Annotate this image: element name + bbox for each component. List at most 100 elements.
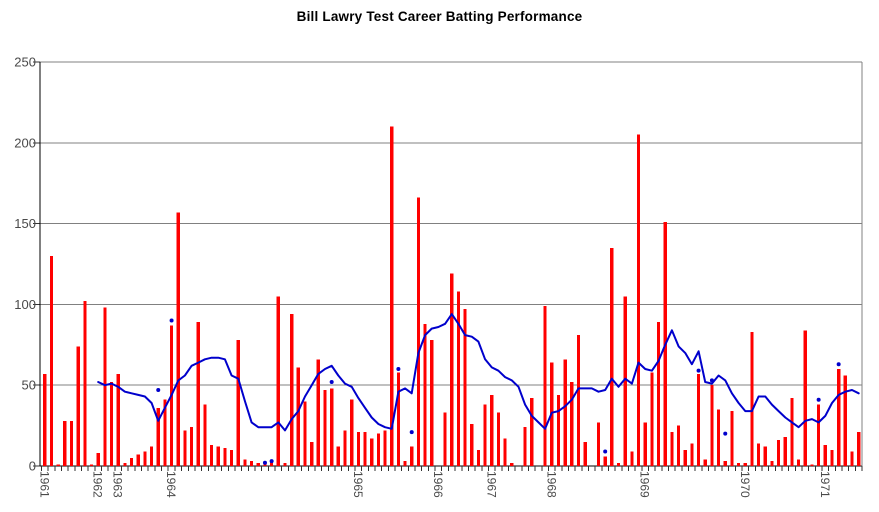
innings-bar: [123, 462, 127, 466]
innings-bar: [576, 335, 581, 466]
innings-bar: [96, 453, 100, 466]
innings-bar: [216, 446, 220, 466]
innings-bar: [176, 212, 180, 466]
innings-bar: [610, 247, 614, 466]
innings-bar: [763, 446, 767, 466]
innings-bar: [683, 449, 687, 466]
innings-bar: [183, 430, 187, 466]
innings-bar: [777, 440, 781, 466]
innings-bar: [616, 462, 621, 466]
innings-bar: [837, 369, 841, 466]
innings-bar: [783, 436, 787, 466]
innings-bar: [736, 462, 741, 466]
innings-bar: [310, 441, 314, 466]
innings-bar: [696, 373, 701, 466]
innings-bar: [143, 451, 147, 466]
not-out-dot: [696, 368, 701, 373]
innings-bar: [230, 449, 234, 466]
x-axis-year-label: 1963: [111, 471, 125, 498]
innings-bar: [223, 448, 227, 466]
innings-bar: [129, 457, 134, 466]
innings-bar: [396, 372, 400, 466]
not-out-dot: [816, 397, 821, 402]
innings-bar: [470, 423, 474, 466]
not-out-dot: [723, 431, 728, 436]
innings-bar: [716, 409, 721, 466]
x-axis-ticks: [41, 466, 863, 471]
innings-bar: [643, 422, 647, 466]
innings-bar: [636, 134, 641, 466]
not-out-dot: [836, 362, 841, 367]
innings-bar: [430, 339, 434, 466]
innings-bar: [49, 255, 54, 466]
innings-bar: [817, 404, 821, 466]
innings-bar: [483, 404, 487, 466]
x-axis-year-label: 1969: [638, 471, 652, 498]
innings-bar: [156, 407, 160, 466]
innings-bar: [336, 446, 340, 466]
innings-bar: [103, 307, 107, 466]
innings-bar: [670, 432, 674, 466]
innings-bar: [656, 322, 661, 466]
y-axis-label: 200: [14, 135, 36, 150]
innings-bar: [797, 459, 801, 466]
innings-bar: [623, 296, 627, 466]
innings-bar: [690, 443, 694, 466]
innings-bar: [210, 444, 214, 466]
innings-bar: [490, 394, 494, 466]
innings-bar: [703, 459, 707, 466]
innings-bar: [710, 385, 714, 466]
not-out-dot: [709, 378, 714, 383]
y-axis-label: 250: [14, 55, 36, 70]
innings-bar: [316, 359, 320, 466]
innings-bar: [496, 412, 501, 466]
innings-bar: [89, 464, 94, 466]
innings-bars: [43, 126, 861, 466]
innings-bar: [803, 330, 807, 466]
innings-bar: [630, 451, 634, 466]
y-axis-labels: 0 50 100 150 200 250: [14, 55, 36, 474]
innings-bar: [556, 394, 561, 466]
innings-bar: [136, 454, 140, 466]
innings-bar: [676, 425, 681, 466]
innings-bar: [596, 422, 601, 466]
not-out-dot: [169, 318, 174, 323]
innings-bar: [56, 464, 60, 466]
innings-bar: [850, 451, 854, 466]
innings-bar: [463, 309, 467, 466]
innings-bar: [810, 464, 814, 466]
y-axis-label: 100: [14, 297, 36, 312]
innings-bar: [276, 296, 280, 466]
innings-bar: [330, 388, 334, 466]
innings-bar: [116, 373, 120, 466]
innings-bar: [376, 433, 380, 466]
innings-bar: [236, 339, 240, 466]
innings-bar: [356, 432, 360, 466]
innings-bar: [283, 462, 287, 466]
innings-bar: [416, 197, 420, 466]
innings-bar: [370, 438, 374, 466]
innings-bar: [603, 456, 607, 466]
x-axis-year-label: 1966: [431, 471, 445, 498]
innings-bar: [857, 432, 861, 466]
innings-bar: [250, 461, 254, 466]
innings-bar: [523, 427, 527, 466]
innings-bar: [363, 432, 367, 466]
not-out-dot: [329, 379, 334, 384]
innings-bar: [383, 430, 387, 466]
chart-title: Bill Lawry Test Career Batting Performan…: [296, 9, 583, 24]
innings-bar: [410, 446, 414, 466]
not-out-dot: [603, 449, 608, 454]
innings-bar: [196, 322, 200, 466]
innings-bar: [450, 273, 454, 466]
innings-bar: [543, 306, 547, 466]
x-axis-year-label: 1964: [164, 471, 178, 498]
average-line: [97, 313, 860, 432]
innings-bar: [830, 449, 834, 466]
innings-bar: [510, 462, 514, 466]
x-axis-year-label: 1965: [351, 471, 365, 498]
innings-bar: [290, 314, 294, 466]
innings-bar: [76, 346, 80, 466]
innings-bar: [790, 398, 794, 466]
